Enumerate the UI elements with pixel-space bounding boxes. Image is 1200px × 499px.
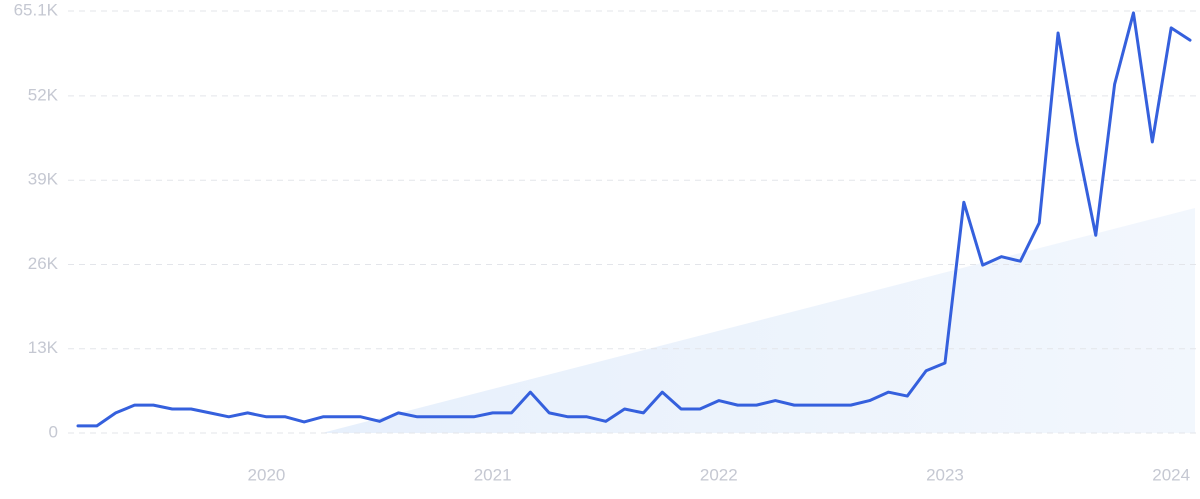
x-tick-label: 2021	[474, 465, 512, 484]
y-tick-label: 13K	[28, 338, 59, 357]
y-tick-label: 0	[49, 422, 58, 441]
y-tick-label: 39K	[28, 170, 59, 189]
line-series	[76, 11, 1192, 428]
x-tick-label: 2020	[248, 465, 286, 484]
y-tick-label: 52K	[28, 85, 59, 104]
y-tick-label: 26K	[28, 254, 59, 273]
y-tick-label: 65.1K	[14, 0, 59, 19]
x-tick-label: 2022	[700, 465, 738, 484]
trend-area	[322, 208, 1195, 433]
x-tick-label: 2023	[926, 465, 964, 484]
x-tick-label: 2024	[1152, 465, 1190, 484]
